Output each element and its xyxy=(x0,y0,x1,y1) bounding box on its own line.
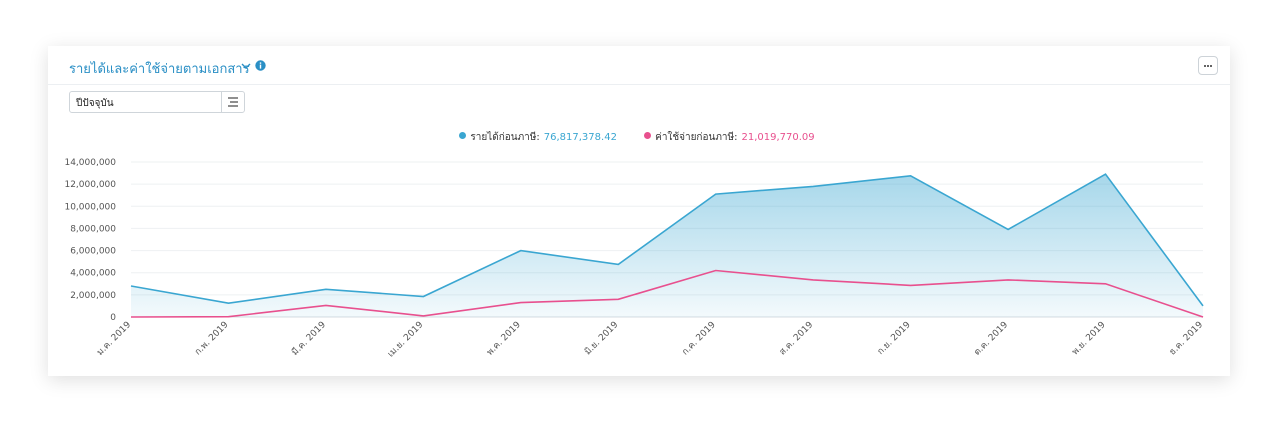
income-area xyxy=(131,174,1203,317)
legend-total-income: 76,817,378.42 xyxy=(543,132,617,143)
legend-item-income[interactable]: รายได้ก่อนภาษี: 76,817,378.42 xyxy=(459,130,617,145)
y-tick-label: 4,000,000 xyxy=(70,269,116,279)
x-tick-label: ส.ค. 2019 xyxy=(778,320,816,358)
filter-icon xyxy=(228,97,238,107)
card-header: รายได้และค่าใช้จ่ายตามเอกสาร xyxy=(48,46,1230,85)
x-tick-label: ต.ค. 2019 xyxy=(972,320,1010,358)
x-tick-label: ธ.ค. 2019 xyxy=(1168,320,1206,358)
y-tick-label: 12,000,000 xyxy=(64,180,116,190)
chevron-down-icon[interactable] xyxy=(240,61,252,71)
chart-card: รายได้และค่าใช้จ่ายตามเอกสาร ปีปัจจุบัน … xyxy=(48,46,1230,376)
y-tick-label: 2,000,000 xyxy=(70,291,116,301)
expense-line xyxy=(130,269,1204,318)
y-tick-label: 8,000,000 xyxy=(70,224,116,234)
chart-legend: รายได้ก่อนภาษี: 76,817,378.42 ค่าใช้จ่ายก… xyxy=(48,130,1230,146)
x-tick-label: ก.พ. 2019 xyxy=(193,320,231,358)
legend-label-expense: ค่าใช้จ่ายก่อนภาษี: xyxy=(655,132,738,143)
filter-button[interactable] xyxy=(221,92,244,112)
legend-total-expense: 21,019,770.09 xyxy=(741,132,815,143)
card-title[interactable]: รายได้และค่าใช้จ่ายตามเอกสาร xyxy=(69,62,250,77)
x-tick-label: มิ.ย. 2019 xyxy=(582,319,620,357)
y-tick-label: 10,000,000 xyxy=(64,202,116,212)
info-icon[interactable] xyxy=(255,60,266,71)
period-select[interactable]: ปีปัจจุบัน xyxy=(69,91,245,113)
y-tick-label: 14,000,000 xyxy=(64,158,116,168)
x-tick-label: พ.ย. 2019 xyxy=(1070,320,1107,357)
legend-dot-expense xyxy=(644,132,652,139)
legend-label-income: รายได้ก่อนภาษี: xyxy=(470,132,540,143)
area-chart: 0 2,000,000 4,000,000 6,000,000 8,000,000 10,… xyxy=(64,158,1206,360)
x-tick-label: มี.ค. 2019 xyxy=(290,319,329,358)
legend-dot-income xyxy=(459,132,467,139)
x-tick-label: ก.ค. 2019 xyxy=(680,320,718,358)
income-line xyxy=(130,173,1204,307)
y-tick-label: 0 xyxy=(110,313,116,323)
legend-item-expense[interactable]: ค่าใช้จ่ายก่อนภาษี: 21,019,770.09 xyxy=(644,130,815,145)
y-tick-label: 6,000,000 xyxy=(70,247,116,257)
period-select-value: ปีปัจจุบัน xyxy=(76,98,114,109)
x-tick-label: ก.ย. 2019 xyxy=(876,320,913,357)
more-icon xyxy=(1204,65,1206,67)
x-tick-label: ม.ค. 2019 xyxy=(95,320,133,358)
x-tick-label: เม.ย. 2019 xyxy=(386,320,426,360)
more-options-button[interactable] xyxy=(1198,56,1218,75)
x-tick-label: พ.ค. 2019 xyxy=(485,320,523,358)
